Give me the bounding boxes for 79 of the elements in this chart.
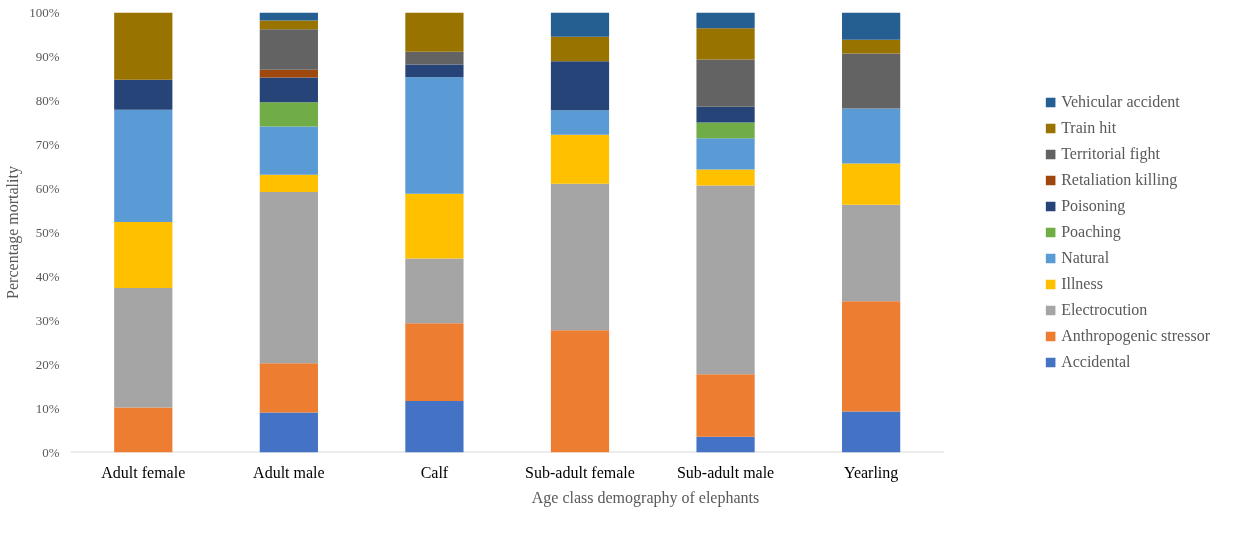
bar <box>696 12 755 29</box>
bar <box>259 69 318 78</box>
y-axis-title: Percentage mortality <box>4 166 23 299</box>
legend-label: Accidental <box>1061 352 1131 372</box>
bar <box>114 79 173 110</box>
x-tick-label: Calf <box>420 463 449 481</box>
bar <box>114 109 173 222</box>
bar <box>842 411 901 453</box>
bar <box>405 51 464 65</box>
y-tick-label: 40% <box>35 269 60 284</box>
legend-label: Electrocution <box>1061 300 1148 320</box>
bar <box>259 412 318 453</box>
y-tick-label: 30% <box>35 313 60 328</box>
y-tick-label: 50% <box>35 225 60 240</box>
bar <box>842 204 901 302</box>
bar <box>842 301 901 412</box>
legend-label: Natural <box>1061 248 1110 268</box>
bar <box>259 363 318 413</box>
bar <box>405 12 464 52</box>
bar <box>550 36 610 62</box>
bar <box>259 102 318 127</box>
x-tick-label: Sub-adult female <box>525 463 635 481</box>
legend-label: Illness <box>1061 274 1103 294</box>
bar <box>405 258 464 324</box>
bar <box>259 29 318 70</box>
y-tick-label: 100% <box>29 5 60 20</box>
bar <box>842 12 901 40</box>
x-axis-title: Age class demography of elephants <box>531 488 760 507</box>
bar <box>550 330 610 453</box>
bar <box>550 12 610 37</box>
bar <box>114 287 173 408</box>
bar <box>405 401 464 453</box>
bar <box>259 20 318 30</box>
bar <box>114 12 173 80</box>
y-tick-label: 20% <box>35 357 60 372</box>
x-tick-label: Adult female <box>101 463 186 481</box>
bar <box>696 169 755 186</box>
legend-label: Poisoning <box>1061 196 1126 216</box>
bar <box>696 138 755 170</box>
bar <box>696 106 755 123</box>
bar <box>259 126 318 175</box>
bar <box>550 183 610 331</box>
x-tick-label: Yearling <box>843 463 899 482</box>
bar <box>114 407 173 453</box>
bar <box>405 193 464 259</box>
bar <box>696 28 755 60</box>
y-tick-label: 80% <box>35 93 60 108</box>
bar <box>696 122 755 139</box>
bar <box>550 61 610 111</box>
bar <box>405 64 464 78</box>
bar <box>405 323 464 402</box>
legend-label: Retaliation killing <box>1061 170 1178 190</box>
bar <box>842 163 901 205</box>
legend-label: Territorial fight <box>1061 144 1160 164</box>
y-tick-label: 90% <box>35 49 60 64</box>
y-tick-label: 0% <box>42 445 60 460</box>
y-tick-label: 70% <box>35 137 60 152</box>
y-tick-label: 10% <box>35 401 60 416</box>
legend-label: Anthropogenic stressor <box>1061 326 1210 346</box>
legend-label: Vehicular accident <box>1061 92 1180 112</box>
y-tick-label: 60% <box>35 181 60 196</box>
bar <box>259 77 318 103</box>
legend-label: Train hit <box>1061 118 1117 138</box>
bar <box>550 110 610 135</box>
bar <box>842 53 901 109</box>
x-tick-label: Sub-adult male <box>676 463 775 481</box>
bar <box>114 221 173 288</box>
bar <box>696 374 755 437</box>
bar <box>696 185 755 375</box>
bar <box>696 59 755 107</box>
bar <box>405 77 464 194</box>
bar <box>550 134 610 184</box>
legend-label: Poaching <box>1061 222 1121 242</box>
bar <box>696 436 755 453</box>
x-tick-label: Adult male <box>253 463 325 481</box>
bar <box>259 192 318 364</box>
bar <box>842 108 901 164</box>
bar <box>842 39 901 54</box>
bar <box>259 174 318 193</box>
